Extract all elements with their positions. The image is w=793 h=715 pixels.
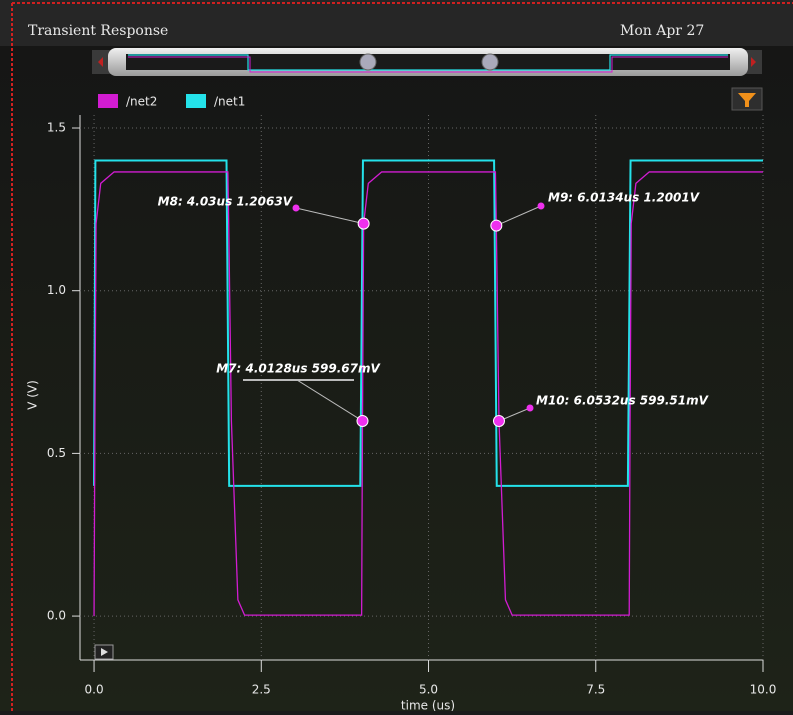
scroll-left-arrow[interactable] <box>98 57 103 67</box>
filter-icon <box>738 93 756 107</box>
y-tick-label: 0.5 <box>47 446 66 460</box>
legend-swatch <box>98 94 118 108</box>
x-tick-label: 0.0 <box>85 683 104 697</box>
overview-window <box>126 54 730 70</box>
marker-leader <box>295 207 364 225</box>
marker-leader <box>296 379 363 422</box>
y-axis-label: V (V) <box>26 380 40 410</box>
marker-point <box>490 219 503 232</box>
legend-swatch <box>186 94 206 108</box>
series-line <box>93 159 763 487</box>
marker-point <box>492 415 505 428</box>
play-icon <box>101 648 108 656</box>
legend-label: /net2 <box>126 95 157 109</box>
zoom-handle-left[interactable] <box>359 53 377 71</box>
overview-net2 <box>128 56 728 73</box>
marker-label: M8: 4.03us 1.2063V <box>158 195 294 209</box>
header-bar <box>0 0 793 46</box>
x-tick-label: 10.0 <box>750 683 777 697</box>
x-axis-label: time (us) <box>401 699 455 712</box>
x-tick-label: 2.5 <box>252 683 271 697</box>
y-tick-label: 1.5 <box>47 121 66 135</box>
date: Mon Apr 27 <box>620 23 704 39</box>
legend-label: /net1 <box>214 95 245 109</box>
marker-anchor <box>292 204 300 212</box>
y-tick-label: 1.0 <box>47 283 66 297</box>
y-tick-label: 0.0 <box>47 609 66 623</box>
chart-title: Transient Response <box>28 23 168 39</box>
overview-scrollbar[interactable] <box>92 48 762 76</box>
marker-point <box>357 217 370 230</box>
scroll-right-arrow[interactable] <box>751 57 756 67</box>
marker-point <box>356 414 369 427</box>
marker-label: M10: 6.0532us 599.51mV <box>536 394 710 408</box>
series-line <box>93 171 763 617</box>
overview-net1 <box>128 54 728 71</box>
marker-leader <box>496 205 542 227</box>
filter-button[interactable] <box>731 87 763 111</box>
marker-label: M9: 6.0134us 1.2001V <box>548 191 701 205</box>
x-tick-label: 5.0 <box>419 683 438 697</box>
x-tick-label: 7.5 <box>586 683 605 697</box>
play-button[interactable] <box>94 644 114 660</box>
marker-anchor <box>537 202 545 210</box>
zoom-handle-right[interactable] <box>481 53 499 71</box>
marker-label: M7: 4.0128us 599.67mV <box>216 362 381 376</box>
marker-anchor <box>526 404 534 412</box>
